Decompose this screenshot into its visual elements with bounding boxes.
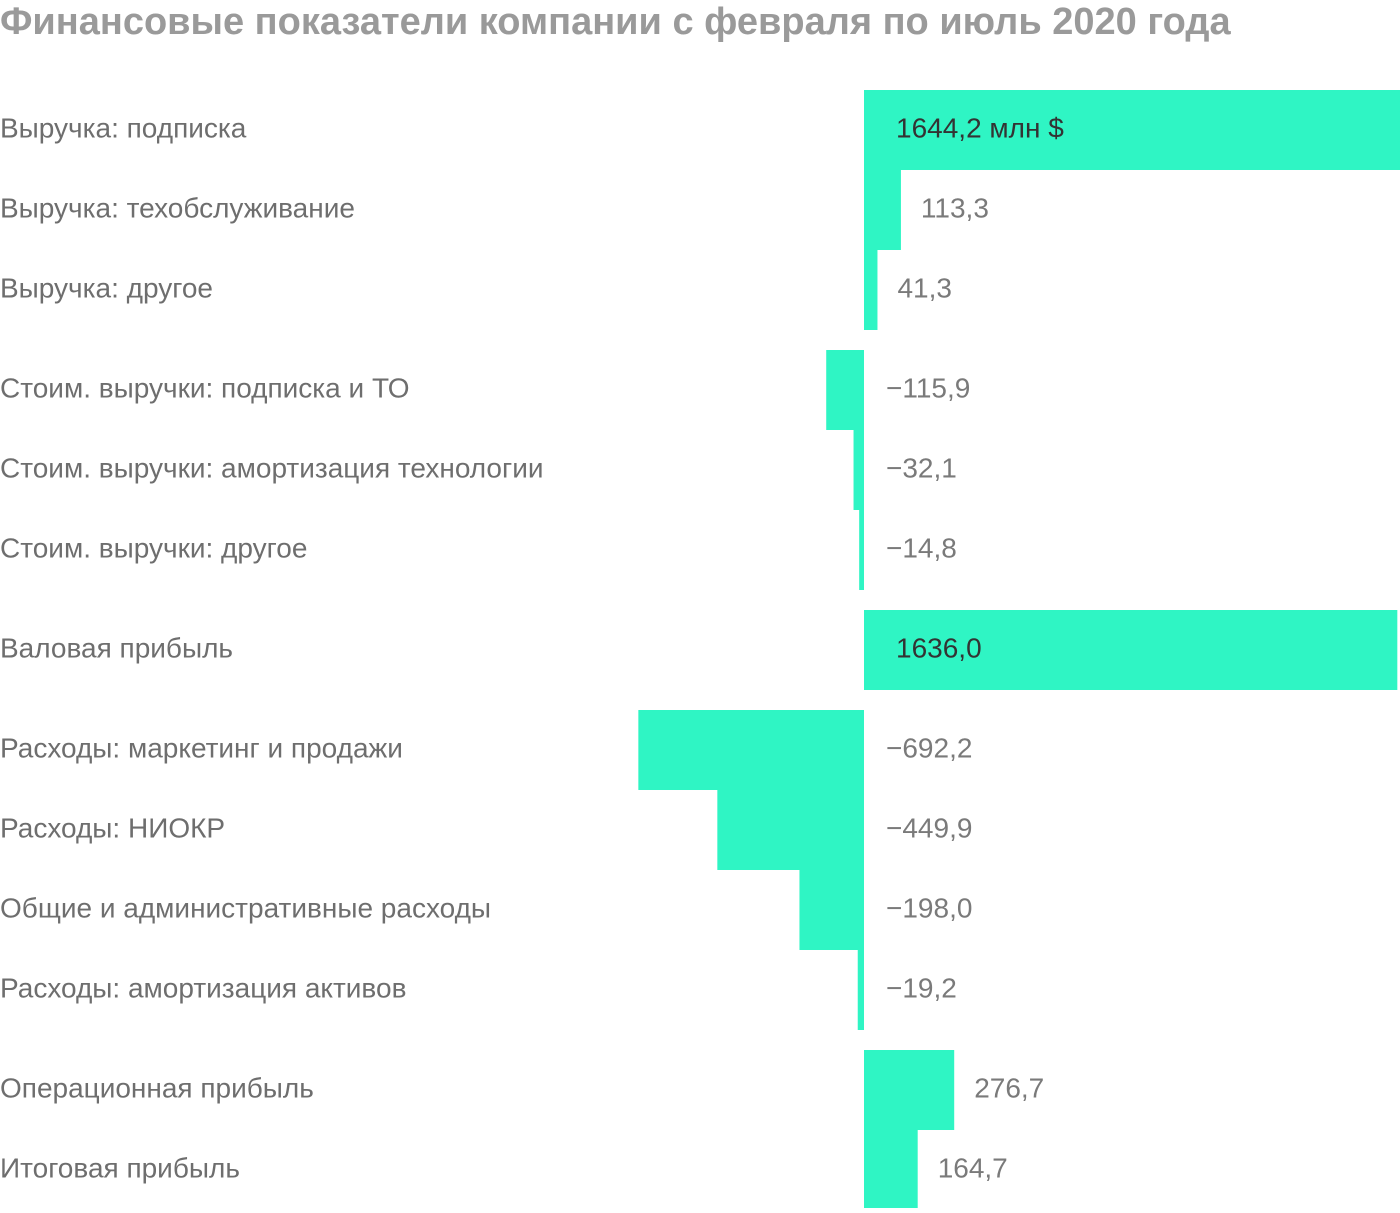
category-label: Стоим. выручки: подписка и ТО [0,372,410,403]
value-label: 1636,0 [896,632,982,663]
category-label: Стоим. выручки: амортизация технологии [0,452,544,483]
value-label: 276,7 [974,1072,1044,1103]
bar [864,610,1398,690]
value-label: −449,9 [886,812,972,843]
bar [857,950,864,1030]
category-label: Выручка: другое [0,272,213,303]
bar [853,430,864,510]
category-label: Расходы: маркетинг и продажи [0,732,403,763]
bar [864,1130,918,1210]
value-label: −19,2 [886,972,957,1003]
value-label: −32,1 [886,452,957,483]
bar [826,350,864,430]
chart-title: Финансовые показатели компании с февраля… [0,1,1231,43]
category-label: Выручка: подписка [0,112,247,143]
category-label: Операционная прибыль [0,1072,314,1103]
bar [864,90,1400,170]
category-label: Стоим. выручки: другое [0,532,307,563]
bar [864,1050,955,1130]
category-label: Общие и административные расходы [0,892,491,923]
value-label: −692,2 [886,732,972,763]
category-label: Итоговая прибыль [0,1152,240,1183]
category-label: Валовая прибыль [0,632,233,663]
value-label: 164,7 [938,1152,1008,1183]
bar [638,710,864,790]
category-label: Расходы: НИОКР [0,812,225,843]
bar [859,510,864,590]
bar [717,790,864,870]
value-label: 41,3 [897,272,952,303]
category-label: Расходы: амортизация активов [0,972,406,1003]
category-label: Выручка: техобслуживание [0,192,355,223]
bar [864,170,901,250]
value-label: 113,3 [921,192,989,223]
value-label: −14,8 [886,532,957,563]
bar [864,250,878,330]
value-label: −198,0 [886,892,972,923]
value-label: −115,9 [886,372,970,403]
bar [799,870,864,950]
value-label: 1644,2 млн $ [896,112,1064,143]
